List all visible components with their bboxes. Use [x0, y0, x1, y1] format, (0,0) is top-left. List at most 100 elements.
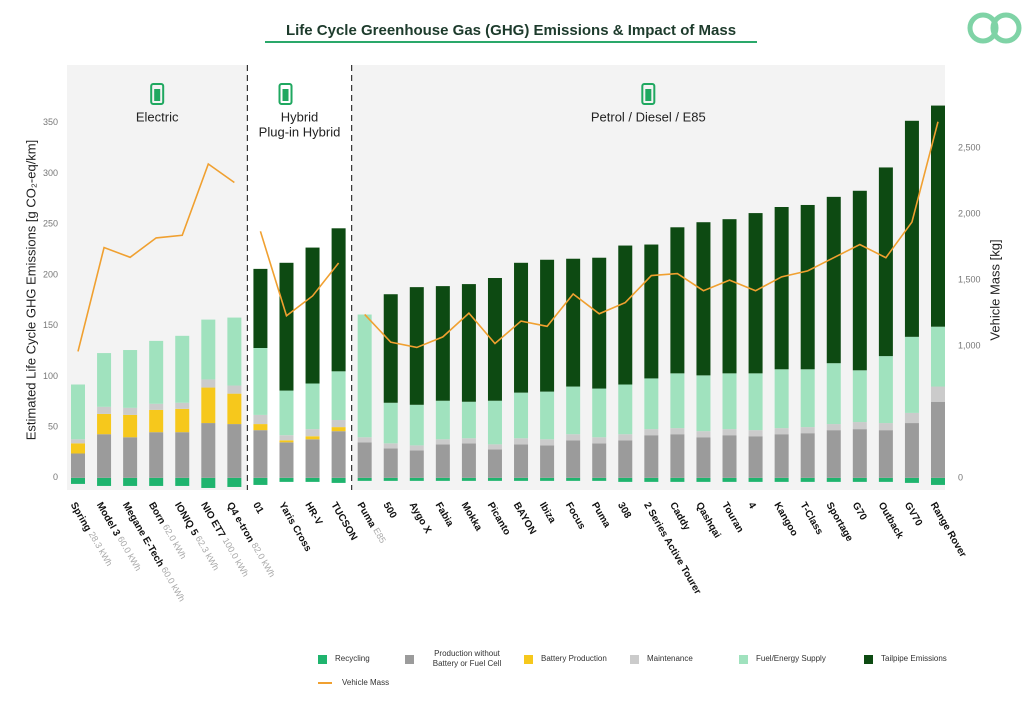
category-label: TUCSON	[329, 500, 360, 542]
category-label: 308	[615, 500, 633, 520]
category-label: NIO ET7 100.0 kWh	[198, 500, 250, 578]
legend-label: Battery Production	[541, 654, 607, 663]
legend-item: Production without Battery or Fuel Cell	[405, 649, 512, 669]
bar-segment	[227, 393, 242, 425]
legend-swatch	[524, 654, 533, 664]
bar-segment	[383, 443, 398, 449]
bar-segment	[409, 450, 424, 478]
category-text: Spring	[68, 500, 93, 533]
bar-segment	[904, 423, 919, 478]
bar-segment	[175, 432, 190, 478]
bar-segment	[175, 402, 190, 409]
bar-segment	[696, 477, 711, 482]
category-note: 62.0 kWh	[160, 523, 188, 561]
bar-segment	[149, 409, 164, 433]
bar-segment	[435, 444, 450, 478]
y2-tick-label: 2,500	[958, 143, 981, 153]
category-note: E85	[371, 526, 388, 545]
category-text: Focus	[563, 500, 587, 531]
bar-segment	[722, 435, 737, 478]
y-tick-label: 200	[43, 269, 58, 279]
category-text: IONIQ 5	[172, 500, 200, 538]
bar-segment	[279, 442, 294, 478]
bar-segment	[97, 413, 112, 435]
bar-segment	[331, 371, 346, 421]
bar-segment	[931, 477, 945, 485]
y-tick-label: 50	[48, 421, 58, 431]
bar-segment	[904, 120, 919, 337]
bar-segment	[357, 437, 372, 443]
legend-label: Vehicle Mass	[342, 678, 390, 687]
bar-segment	[904, 412, 919, 424]
category-text: GV70	[902, 500, 925, 528]
bar-segment	[279, 262, 294, 391]
section-icon	[150, 83, 165, 105]
bar-segment	[331, 431, 346, 478]
bar-segment	[487, 400, 502, 445]
bar-segment	[383, 448, 398, 478]
category-text: Outback	[876, 500, 906, 541]
legend-item: Maintenance	[630, 649, 693, 669]
category-label: T-Class	[798, 500, 826, 537]
bar-segment	[670, 373, 685, 429]
category-label: Aygo X	[407, 500, 434, 535]
bar-segment	[878, 356, 893, 424]
bar-segment	[71, 477, 85, 484]
category-text: Qashqai	[694, 500, 723, 540]
bar-segment	[800, 369, 815, 428]
y-tick-label: 150	[43, 320, 58, 330]
bar-segment	[592, 388, 607, 438]
bar-segment	[279, 390, 294, 436]
bar-segment	[435, 477, 450, 481]
bar-segment	[461, 477, 476, 481]
bar-segment	[670, 428, 685, 435]
bar-segment	[123, 437, 138, 478]
bar-segment	[670, 434, 685, 478]
category-label: Touran	[720, 500, 746, 534]
category-text: Kangoo	[772, 500, 800, 538]
bar-segment	[461, 284, 476, 402]
bar-segment	[305, 429, 320, 437]
bar-segment	[357, 477, 372, 481]
bar-segment	[71, 443, 85, 454]
bar-segment	[748, 477, 763, 482]
category-name: Touran	[720, 500, 746, 534]
bar-segment	[540, 445, 555, 478]
category-name: Aygo X	[407, 500, 434, 535]
legend-item: Vehicle Mass	[318, 673, 389, 693]
bar-segment	[852, 429, 867, 478]
bar-segment	[566, 386, 581, 435]
bar-segment	[383, 402, 398, 444]
bar-segment	[253, 268, 268, 348]
category-text: Puma	[355, 500, 378, 529]
category-name: GV70	[902, 500, 925, 528]
bar-segment	[435, 286, 450, 401]
bar-segment	[722, 219, 737, 374]
bar-segment	[826, 363, 841, 425]
bar-segment	[644, 378, 659, 430]
bar-segment	[748, 436, 763, 478]
bar-segment	[644, 477, 659, 482]
bar-segment	[696, 431, 711, 438]
bar-segment	[644, 244, 659, 379]
legend-item: Tailpipe Emissions	[864, 649, 947, 669]
category-text: Born	[146, 500, 167, 526]
bar-segment	[931, 326, 945, 387]
bar-segment	[644, 435, 659, 478]
bar-segment	[826, 430, 841, 478]
category-label: Caddy	[668, 500, 693, 532]
category-note: 60.0 kWh	[115, 535, 143, 573]
category-label: Kangoo	[772, 500, 800, 538]
category-name: Fabia	[433, 500, 456, 528]
bar-segment	[670, 227, 685, 374]
bar-segment	[175, 477, 190, 486]
bar-segment	[566, 258, 581, 387]
battery-icon	[278, 83, 293, 105]
category-name: HR-V	[303, 500, 325, 527]
bar-segment	[227, 385, 242, 394]
bar-segment	[514, 392, 529, 439]
bar-segment	[123, 407, 138, 415]
category-label: Picanto	[485, 500, 513, 537]
bar-segment	[748, 430, 763, 437]
